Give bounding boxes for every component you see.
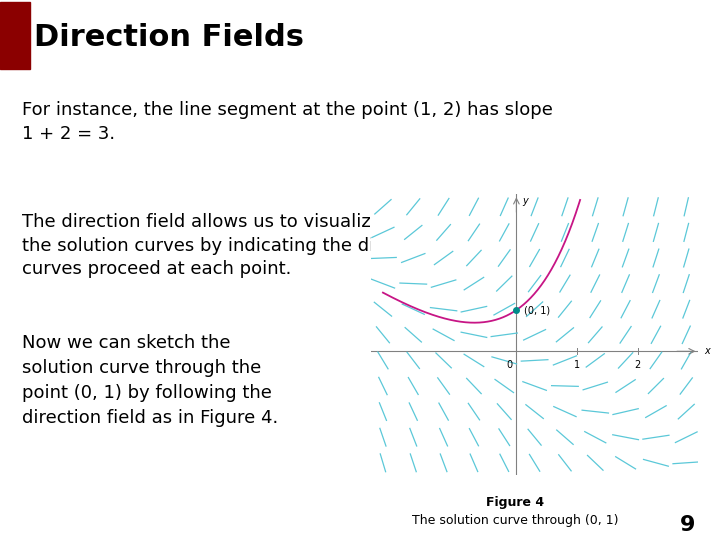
Text: 0: 0 xyxy=(506,360,512,370)
Text: 2: 2 xyxy=(634,360,641,370)
Text: The solution curve through (0, 1): The solution curve through (0, 1) xyxy=(412,514,618,527)
Bar xyxy=(0,2,30,69)
Text: Direction Fields: Direction Fields xyxy=(34,23,304,52)
Text: x: x xyxy=(704,346,710,356)
Text: y: y xyxy=(523,197,528,206)
Text: Now we can sketch the
solution curve through the
point (0, 1) by following the
d: Now we can sketch the solution curve thr… xyxy=(22,334,278,428)
Text: 9: 9 xyxy=(680,515,695,535)
Text: Figure 4: Figure 4 xyxy=(486,496,544,509)
Text: For instance, the line segment at the point (1, 2) has slope
1 + 2 = 3.: For instance, the line segment at the po… xyxy=(22,101,552,143)
Text: The direction field allows us to visualize the general shape of
the solution cur: The direction field allows us to visuali… xyxy=(22,213,575,278)
Text: (0, 1): (0, 1) xyxy=(523,305,550,315)
Text: 1: 1 xyxy=(574,360,580,370)
